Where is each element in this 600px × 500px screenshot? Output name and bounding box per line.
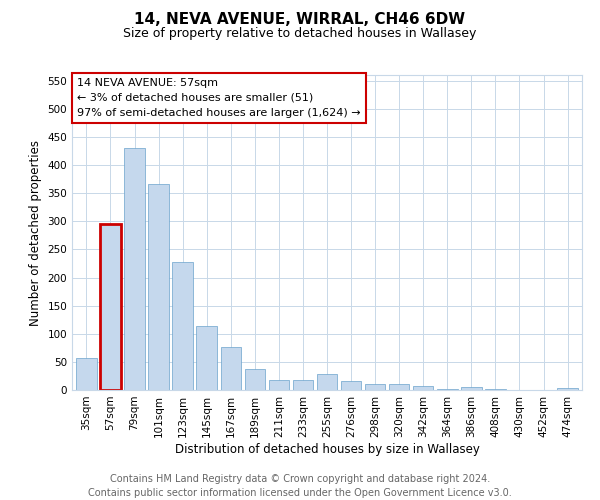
Bar	[172, 262, 193, 390]
Bar	[100, 224, 121, 390]
Bar	[341, 381, 361, 390]
Text: Size of property relative to detached houses in Wallasey: Size of property relative to detached ho…	[124, 28, 476, 40]
Bar	[389, 384, 409, 390]
Bar	[148, 184, 169, 390]
Bar	[293, 380, 313, 390]
Text: Contains HM Land Registry data © Crown copyright and database right 2024.
Contai: Contains HM Land Registry data © Crown c…	[88, 474, 512, 498]
Bar	[437, 389, 458, 390]
Text: 14 NEVA AVENUE: 57sqm
← 3% of detached houses are smaller (51)
97% of semi-detac: 14 NEVA AVENUE: 57sqm ← 3% of detached h…	[77, 78, 361, 118]
Bar	[196, 326, 217, 390]
Bar	[269, 380, 289, 390]
Bar	[221, 347, 241, 390]
Bar	[413, 386, 433, 390]
Text: 14, NEVA AVENUE, WIRRAL, CH46 6DW: 14, NEVA AVENUE, WIRRAL, CH46 6DW	[134, 12, 466, 28]
Bar	[461, 387, 482, 390]
Bar	[124, 148, 145, 390]
Bar	[317, 374, 337, 390]
X-axis label: Distribution of detached houses by size in Wallasey: Distribution of detached houses by size …	[175, 442, 479, 456]
Bar	[365, 384, 385, 390]
Bar	[245, 369, 265, 390]
Bar	[76, 358, 97, 390]
Y-axis label: Number of detached properties: Number of detached properties	[29, 140, 42, 326]
Bar	[557, 388, 578, 390]
